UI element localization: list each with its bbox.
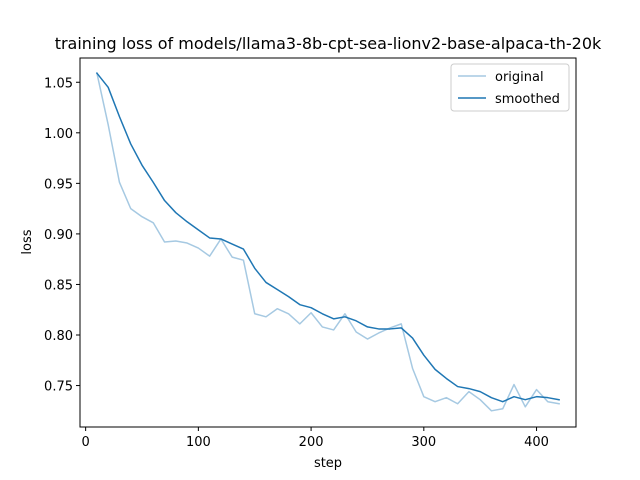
y-tick-label: 0.75 [44,380,73,395]
x-tick-label: 100 [186,435,211,450]
legend-label-original: original [495,70,544,85]
legend: original smoothed [450,63,570,112]
series-line-smoothed [95,72,560,403]
x-tick-label: 0 [81,435,89,450]
x-tick-label: 400 [524,435,549,450]
y-tick-label: 0.95 [44,177,73,192]
x-tick-label: 300 [411,435,436,450]
series-line-original [96,72,560,412]
y-axis: 0.75 0.80 0.85 0.90 0.95 1.00 1.05 [44,76,80,395]
legend-label-smoothed: smoothed [495,92,560,107]
y-tick-label: 0.85 [44,278,73,293]
x-tick-label: 200 [299,435,324,450]
y-axis-label: loss [20,229,35,254]
y-tick-label: 0.80 [44,329,73,344]
chart-title: training loss of models/llama3-8b-cpt-se… [55,34,602,53]
x-axis-label: step [314,456,342,471]
y-tick-label: 1.05 [44,76,73,91]
plot-frame [79,57,577,428]
y-tick-label: 0.90 [44,228,73,243]
x-axis: 0 100 200 300 400 [81,427,549,450]
y-tick-label: 1.00 [44,127,73,142]
plot-lines [95,72,560,412]
